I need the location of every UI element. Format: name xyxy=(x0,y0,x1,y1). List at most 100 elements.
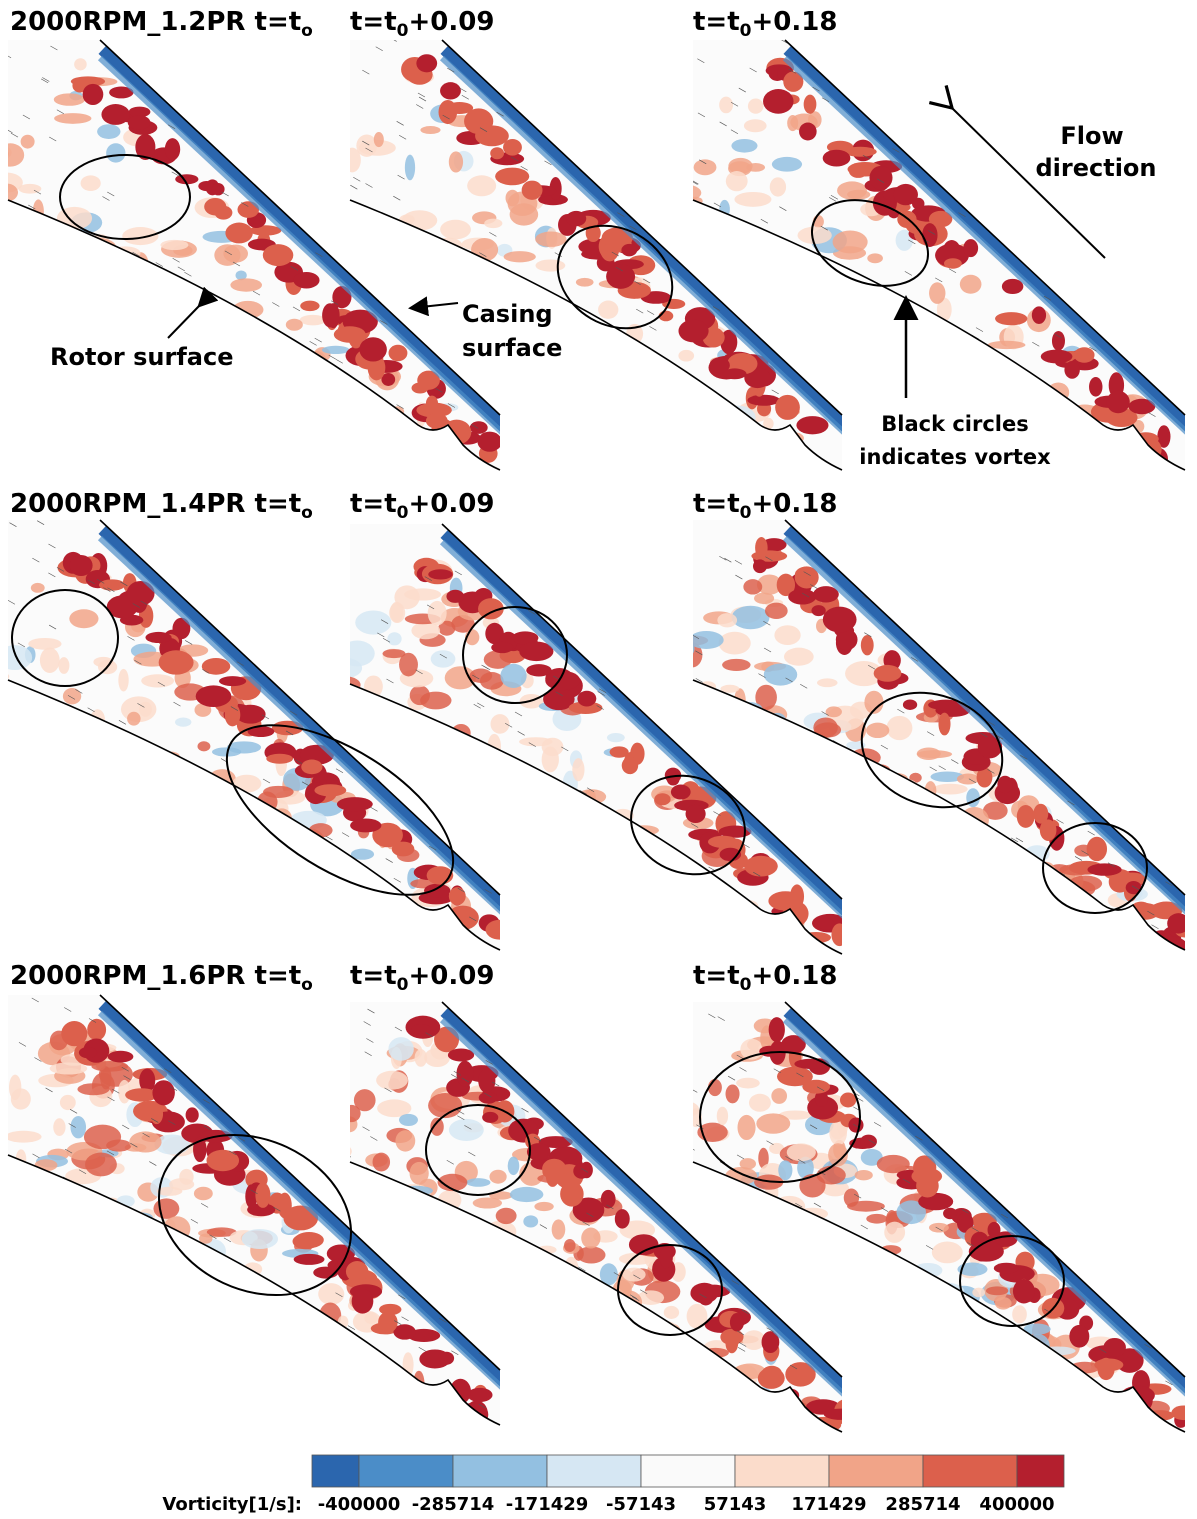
vortex-blob xyxy=(194,1351,222,1375)
vortex-blob xyxy=(714,1360,730,1383)
vortex-blob xyxy=(1119,457,1147,479)
vector xyxy=(918,1122,925,1126)
vector xyxy=(105,447,112,451)
vector xyxy=(1053,1368,1060,1372)
vortex-blob xyxy=(782,303,811,317)
vortex-blob xyxy=(316,1130,349,1149)
vortex-blob xyxy=(56,311,84,335)
vortex-blob xyxy=(923,1406,958,1420)
shear-blob xyxy=(477,432,501,452)
vector xyxy=(675,727,682,731)
vortex-blob xyxy=(311,525,346,549)
shear-blob xyxy=(1094,1358,1123,1371)
shear-blob xyxy=(61,1021,87,1046)
shear-blob xyxy=(300,301,319,311)
flow-label: Flow xyxy=(1060,122,1123,150)
vortex-blob xyxy=(47,277,76,294)
vector xyxy=(665,682,672,686)
shear-blob xyxy=(346,1261,368,1282)
vortex-blob xyxy=(680,1016,694,1031)
vortex-blob xyxy=(474,832,499,845)
vortex-blob xyxy=(401,1396,436,1418)
vortex-blob xyxy=(932,893,947,906)
vortex-blob xyxy=(59,1200,71,1218)
vortex-blob xyxy=(1013,1442,1037,1451)
vortex-blob xyxy=(407,1233,442,1253)
vector xyxy=(1171,1343,1178,1347)
vortex-blob xyxy=(770,1294,791,1306)
shear-blob xyxy=(860,1135,877,1149)
vector xyxy=(1053,931,1060,935)
vector xyxy=(975,1121,982,1125)
vector xyxy=(1048,681,1055,685)
vector xyxy=(668,1038,675,1042)
vortex-blob xyxy=(602,928,634,944)
vector xyxy=(370,1384,377,1388)
vector xyxy=(226,79,233,83)
vortex-blob xyxy=(665,1164,678,1189)
vector xyxy=(1171,775,1178,779)
shear-blob xyxy=(1064,361,1079,379)
shear-blob xyxy=(1155,936,1188,956)
shear-blob xyxy=(490,147,504,159)
colorbar-tick: -285714 xyxy=(412,1494,495,1515)
shear-blob xyxy=(762,1366,782,1381)
vortex-blob xyxy=(963,1412,999,1423)
vortex-blob xyxy=(721,1236,742,1251)
shear-blob xyxy=(108,1051,134,1063)
vortex-blob xyxy=(752,238,771,263)
vector xyxy=(1111,804,1118,808)
vortex-blob xyxy=(875,806,905,828)
shear-blob xyxy=(903,699,917,709)
vector xyxy=(766,926,773,930)
vector xyxy=(1135,200,1142,204)
vector xyxy=(1127,324,1134,328)
vector xyxy=(330,899,337,903)
shear-blob xyxy=(219,676,246,686)
vector xyxy=(830,765,837,769)
vector xyxy=(1074,255,1081,259)
vector xyxy=(951,1293,958,1297)
vector xyxy=(575,1373,582,1377)
vortex-blob xyxy=(799,1318,824,1341)
vector xyxy=(728,280,735,284)
vortex-blob xyxy=(977,991,1012,1014)
vector xyxy=(971,1398,978,1402)
arrow xyxy=(168,305,200,338)
vector xyxy=(226,582,233,586)
vortex-blob xyxy=(772,1422,786,1434)
vector xyxy=(555,1095,562,1099)
vortex-blob xyxy=(0,672,9,681)
vector xyxy=(63,846,70,850)
vortex-blob xyxy=(376,1071,408,1090)
vector xyxy=(494,84,501,88)
time-offset: +0.18 xyxy=(752,489,838,519)
vortex-blob xyxy=(54,93,85,105)
vortex-blob xyxy=(534,1202,553,1211)
vector xyxy=(436,774,443,778)
vortex-blob xyxy=(131,1333,165,1343)
shear-blob xyxy=(840,1093,856,1108)
vector xyxy=(808,776,815,780)
vector xyxy=(763,933,770,937)
vortex-blob xyxy=(873,809,907,818)
vortex-blob xyxy=(765,1204,779,1214)
vector xyxy=(281,612,288,616)
vector xyxy=(1040,1217,1047,1221)
time-sub: o xyxy=(301,21,313,41)
vector xyxy=(720,402,727,406)
vector xyxy=(1169,1261,1176,1265)
vector xyxy=(194,299,201,303)
vector xyxy=(53,1190,60,1194)
vortex-blob xyxy=(389,603,405,623)
vortex-blob xyxy=(1036,510,1066,524)
vector xyxy=(242,615,249,619)
vector xyxy=(1078,898,1085,902)
vector xyxy=(1060,1037,1067,1041)
vector xyxy=(693,1396,700,1400)
vector xyxy=(1150,651,1157,655)
vector xyxy=(151,902,158,906)
vortex-blob xyxy=(821,302,842,319)
vortex-blob xyxy=(648,196,659,205)
vector xyxy=(1094,218,1101,222)
